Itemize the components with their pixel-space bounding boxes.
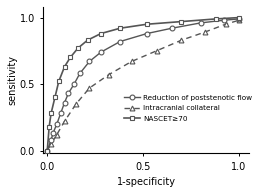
Reduction of poststenotic flow [78,72,81,74]
Legend: Reduction of poststenotic flow, Intracranial collateral, NASCET≥70: Reduction of poststenotic flow, Intracra… [122,94,253,123]
Reduction of poststenotic flow [99,51,102,53]
Reduction of poststenotic flow [73,83,76,85]
Intracranial collateral [180,39,183,41]
Intracranial collateral [107,74,110,76]
Intracranial collateral [74,103,77,105]
Reduction of poststenotic flow [59,112,62,114]
NASCET≥70 [50,112,53,114]
NASCET≥70 [53,96,56,99]
NASCET≥70 [145,23,148,25]
NASCET≥70 [76,47,80,49]
Line: Intracranial collateral: Intracranial collateral [45,18,242,153]
NASCET≥70 [57,80,60,83]
Intracranial collateral [63,120,66,122]
NASCET≥70 [180,20,183,23]
Line: NASCET≥70: NASCET≥70 [45,15,242,153]
NASCET≥70 [48,125,51,128]
Reduction of poststenotic flow [222,19,225,21]
NASCET≥70 [214,18,218,20]
Intracranial collateral [46,149,49,152]
Intracranial collateral [224,23,227,25]
NASCET≥70 [237,16,240,19]
Reduction of poststenotic flow [63,101,66,104]
Reduction of poststenotic flow [46,149,49,152]
Intracranial collateral [237,19,240,21]
Intracranial collateral [50,143,53,145]
Reduction of poststenotic flow [237,18,240,20]
NASCET≥70 [69,56,72,59]
Reduction of poststenotic flow [88,60,91,63]
Reduction of poststenotic flow [55,123,58,125]
NASCET≥70 [63,66,66,68]
NASCET≥70 [46,149,49,152]
X-axis label: 1-specificity: 1-specificity [116,177,176,187]
Reduction of poststenotic flow [119,40,122,43]
Intracranial collateral [55,133,58,136]
Reduction of poststenotic flow [50,139,53,141]
Intracranial collateral [88,87,91,89]
NASCET≥70 [99,32,102,35]
NASCET≥70 [86,39,89,41]
Reduction of poststenotic flow [67,92,70,94]
Line: Reduction of poststenotic flow: Reduction of poststenotic flow [45,16,242,153]
NASCET≥70 [119,27,122,29]
Intracranial collateral [203,31,206,33]
Reduction of poststenotic flow [170,27,173,29]
Intracranial collateral [130,60,133,63]
Reduction of poststenotic flow [51,132,55,134]
Reduction of poststenotic flow [199,22,202,24]
Intracranial collateral [155,50,158,52]
Reduction of poststenotic flow [145,32,148,35]
Y-axis label: sensitivity: sensitivity [7,55,17,105]
